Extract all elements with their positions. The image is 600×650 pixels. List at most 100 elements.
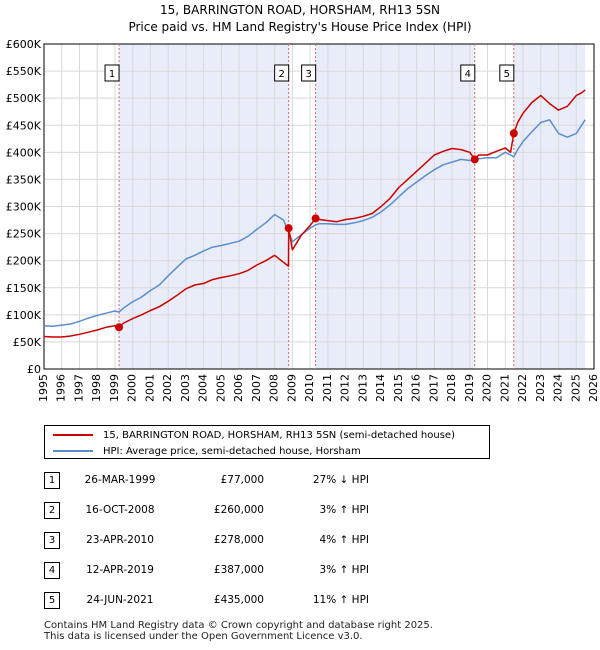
sale-marker [509,129,518,138]
legend-label-property: 15, BARRINGTON ROAD, HORSHAM, RH13 5SN (… [103,429,455,441]
x-tick-label: 1997 [72,374,85,402]
legend-label-hpi: HPI: Average price, semi-detached house,… [103,445,361,457]
sale-hpi-diff: 27% ↓ HPI [312,474,369,486]
y-tick-label: £500K [6,92,42,105]
sale-label-number: 4 [465,69,471,80]
x-tick-label: 2005 [214,374,227,402]
x-tick-label: 2022 [516,374,529,402]
x-tick-label: 2023 [534,374,547,402]
sale-price: £435,000 [213,594,264,606]
footer-copyright: Contains HM Land Registry data © Crown c… [44,620,433,631]
sale-badge: 3 [44,532,60,549]
y-tick-label: £300K [6,201,42,214]
sale-hpi-diff: 4% ↑ HPI [319,534,369,546]
x-tick-label: 2002 [161,374,174,402]
y-tick-label: £250K [6,228,42,241]
chart-title: 15, BARRINGTON ROAD, HORSHAM, RH13 5SN [160,3,440,17]
sale-hpi-diff: 11% ↑ HPI [312,594,369,606]
sale-date: 23-APR-2010 [86,534,154,546]
price-chart: 1 2 3 4 5 £0 £50K £100K £150K £200K £250K £300K £35… [6,3,600,402]
sale-label-box [301,64,317,82]
x-tick-label: 2017 [427,374,440,402]
plot-frame [43,43,595,370]
y-tick-label: £100K [6,309,42,322]
sale-marker [284,224,293,233]
sale-price: £77,000 [220,474,264,486]
property-line-swatch [53,434,93,436]
table-row: 4 12-APR-2019 £387,000 3% ↑ HPI [44,562,484,582]
sale-label-number: 1 [109,69,115,80]
x-tick-label: 2014 [374,374,387,402]
sale-label-number: 5 [504,69,510,80]
x-tick-label: 1998 [90,374,103,402]
legend: 15, BARRINGTON ROAD, HORSHAM, RH13 5SN (… [44,425,490,459]
sale-label-box [499,64,515,82]
sale-marker [115,323,124,332]
chart-subtitle: Price paid vs. HM Land Registry's House … [128,20,471,34]
table-row: 1 26-MAR-1999 £77,000 27% ↓ HPI [44,472,484,492]
x-tick-label: 2024 [552,374,565,402]
footer-licence: This data is licensed under the Open Gov… [44,631,363,642]
x-tick-label: 2011 [321,374,334,402]
y-tick-label: £0 [27,363,41,376]
sale-label-number: 2 [278,69,284,80]
sale-date: 24-JUN-2021 [86,594,154,606]
y-tick-label: £550K [6,65,42,78]
sale-markers [115,129,518,332]
sale-label-box [274,64,290,82]
y-tick-label: £450K [6,119,42,132]
y-tick-label: £350K [6,173,42,186]
x-tick-label: 1995 [37,374,50,402]
x-tick-label: 2010 [303,374,316,402]
x-tick-label: 2013 [356,374,369,402]
sale-price: £260,000 [213,504,264,516]
x-tick-label: 2007 [250,374,263,402]
footer: Contains HM Land Registry data © Crown c… [44,620,433,642]
sale-badge: 2 [44,502,60,519]
x-tick-label: 2003 [179,374,192,402]
x-tick-label: 2025 [569,374,582,402]
y-tick-label: £150K [6,282,42,295]
sale-label-box [460,64,476,82]
table-row: 2 16-OCT-2008 £260,000 3% ↑ HPI [44,502,484,522]
sale-date: 16-OCT-2008 [85,504,155,516]
x-tick-label: 2015 [392,374,405,402]
sale-label-number: 3 [305,69,311,80]
x-tick-label: 2019 [463,374,476,402]
x-tick-label: 1999 [108,374,121,402]
x-tick-label: 2008 [268,374,281,402]
table-row: 5 24-JUN-2021 £435,000 11% ↑ HPI [44,592,484,612]
hpi-line-swatch [53,450,93,452]
sale-hpi-diff: 3% ↑ HPI [319,504,369,516]
sale-badge: 4 [44,562,60,579]
x-tick-label: 2020 [481,374,494,402]
x-tick-label: 2006 [232,374,245,402]
sale-hpi-diff: 3% ↑ HPI [319,564,369,576]
sale-price: £278,000 [213,534,264,546]
x-tick-label: 2004 [197,374,210,402]
y-tick-label: £200K [6,255,42,268]
x-tick-label: 2012 [339,374,352,402]
x-tick-label: 2000 [126,374,139,402]
sale-marker [311,214,320,223]
sale-date: 26-MAR-1999 [84,474,156,486]
axes: £0 £50K £100K £150K £200K £250K £300K £350K £400… [6,38,600,402]
x-tick-label: 2016 [410,374,423,402]
x-tick-label: 2009 [285,374,298,402]
x-tick-label: 2021 [498,374,511,402]
y-tick-label: £600K [6,38,42,51]
x-tick-label: 2018 [445,374,458,402]
sale-marker [470,155,479,164]
sale-labels: 1 2 3 4 5 [104,64,515,82]
sale-badge: 1 [44,472,60,489]
y-tick-label: £50K [13,336,42,349]
x-tick-label: 1996 [55,374,68,402]
x-tick-label: 2001 [143,374,156,402]
sale-date: 12-APR-2019 [86,564,154,576]
sale-badge: 5 [44,592,60,609]
hpi-line [43,119,586,327]
x-tick-label: 2026 [587,374,600,402]
y-tick-label: £400K [6,146,42,159]
table-row: 3 23-APR-2010 £278,000 4% ↑ HPI [44,532,484,552]
sale-price: £387,000 [213,564,264,576]
